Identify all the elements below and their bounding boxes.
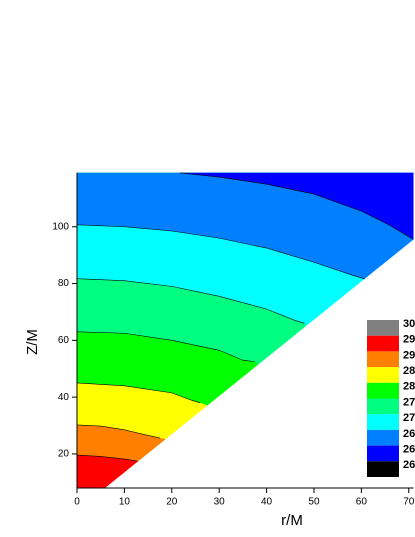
legend-swatch: [367, 398, 399, 415]
y-axis-label: Z/M: [24, 329, 41, 355]
y-tick-label: 80: [58, 278, 70, 289]
x-axis-label: r/M: [281, 512, 303, 529]
x-tick-label: 60: [356, 497, 368, 508]
legend-label: 26: [403, 444, 415, 456]
y-tick-label: 60: [58, 335, 70, 346]
contour-line: [76, 424, 161, 439]
contour-line: [76, 382, 201, 404]
legend-swatch: [367, 367, 399, 383]
domain-mask: [104, 239, 415, 489]
contour-line: [179, 172, 414, 240]
x-tick-label: 50: [308, 497, 320, 508]
legend-swatch: [367, 382, 399, 399]
legend-swatch: [367, 445, 399, 462]
legend-label: 30: [403, 318, 415, 330]
legend-label: 29: [403, 349, 415, 361]
legend-label: 26: [403, 428, 415, 440]
legend-swatch: [367, 335, 399, 352]
y-tick-label: 40: [58, 392, 70, 403]
legend-swatch: [367, 429, 399, 446]
x-tick-label: 10: [119, 497, 131, 508]
x-tick-label: 20: [166, 497, 178, 508]
legend-swatch: [367, 414, 399, 430]
contour-line: [76, 224, 371, 281]
contour-line: [76, 278, 305, 324]
legend-label: 26: [403, 459, 415, 471]
legend-swatch: [367, 320, 399, 336]
legend-label: 28: [403, 365, 415, 377]
legend-label: 29: [403, 334, 415, 346]
legend-swatch: [367, 461, 399, 477]
legend-label: 27: [403, 396, 415, 408]
contour-band: [77, 172, 414, 489]
x-tick-label: 40: [261, 497, 273, 508]
x-tick-label: 30: [214, 497, 226, 508]
x-tick-label: 70: [403, 497, 415, 508]
legend-swatch: [367, 351, 399, 368]
contour-line: [76, 331, 255, 362]
y-tick-label: 20: [58, 449, 70, 460]
x-tick-label: 0: [74, 497, 80, 508]
contour-line: [76, 454, 138, 462]
y-tick-label: 100: [52, 221, 69, 232]
legend-label: 28: [403, 381, 415, 393]
legend-label: 27: [403, 412, 415, 424]
plot-area: [76, 172, 415, 489]
contour-band: [77, 172, 414, 489]
